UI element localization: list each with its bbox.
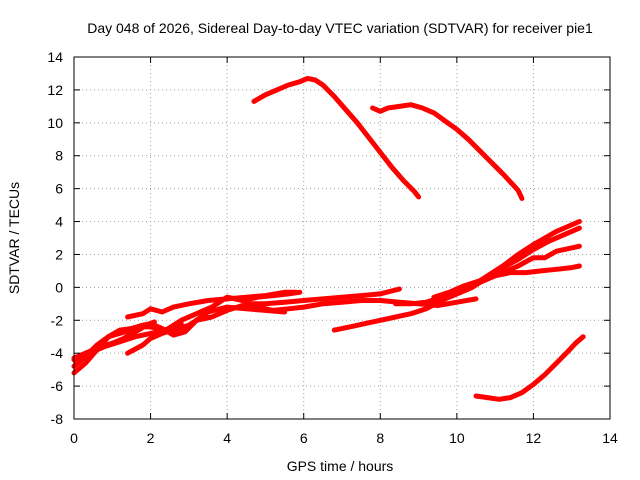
- y-tick-label: -6: [51, 378, 64, 394]
- y-tick-label: -2: [51, 312, 64, 328]
- y-tick-label: 8: [55, 148, 63, 164]
- data-series: [71, 75, 586, 402]
- x-tick-label: 0: [70, 430, 78, 446]
- x-tick-label: 2: [147, 430, 155, 446]
- y-tick-label: 14: [47, 49, 63, 65]
- x-tick-label: 10: [449, 430, 465, 446]
- series-arc-7: [243, 286, 402, 307]
- x-axis-label: GPS time / hours: [287, 458, 394, 474]
- y-tick-label: -4: [51, 345, 64, 361]
- y-axis-label: SDTVAR / TECUs: [6, 182, 22, 294]
- y-tick-label: -8: [51, 411, 64, 427]
- series-arc-8: [331, 225, 582, 333]
- plot-frame: [73, 56, 611, 420]
- series-arc-5: [125, 289, 299, 320]
- series-arc-11: [454, 219, 582, 295]
- x-tick-labels: 0 2 4 6 8 10 12 14: [70, 430, 618, 446]
- series-arc-12: [251, 75, 422, 200]
- grid-lines: [74, 57, 610, 419]
- y-tick-label: 4: [55, 214, 63, 230]
- x-tick-label: 12: [526, 430, 542, 446]
- y-tick-label: 10: [47, 115, 63, 131]
- x-tick-label: 14: [602, 430, 618, 446]
- axis-ticks: [73, 56, 611, 420]
- series-arc-13: [370, 102, 525, 201]
- y-tick-label: 2: [55, 246, 63, 262]
- y-tick-label: 6: [55, 181, 63, 197]
- chart-title: Day 048 of 2026, Sidereal Day-to-day VTE…: [87, 20, 593, 36]
- series-arc-4: [71, 319, 157, 361]
- y-tick-label: 12: [47, 82, 63, 98]
- y-tick-label: 0: [55, 279, 63, 295]
- series-arc-14: [473, 334, 586, 402]
- series-arc-10: [431, 263, 582, 300]
- x-tick-label: 8: [376, 430, 384, 446]
- x-tick-label: 6: [300, 430, 308, 446]
- x-tick-label: 4: [223, 430, 231, 446]
- y-tick-labels: -8 -6 -4 -2 0 2 4 6 8 10 12 14: [47, 49, 63, 427]
